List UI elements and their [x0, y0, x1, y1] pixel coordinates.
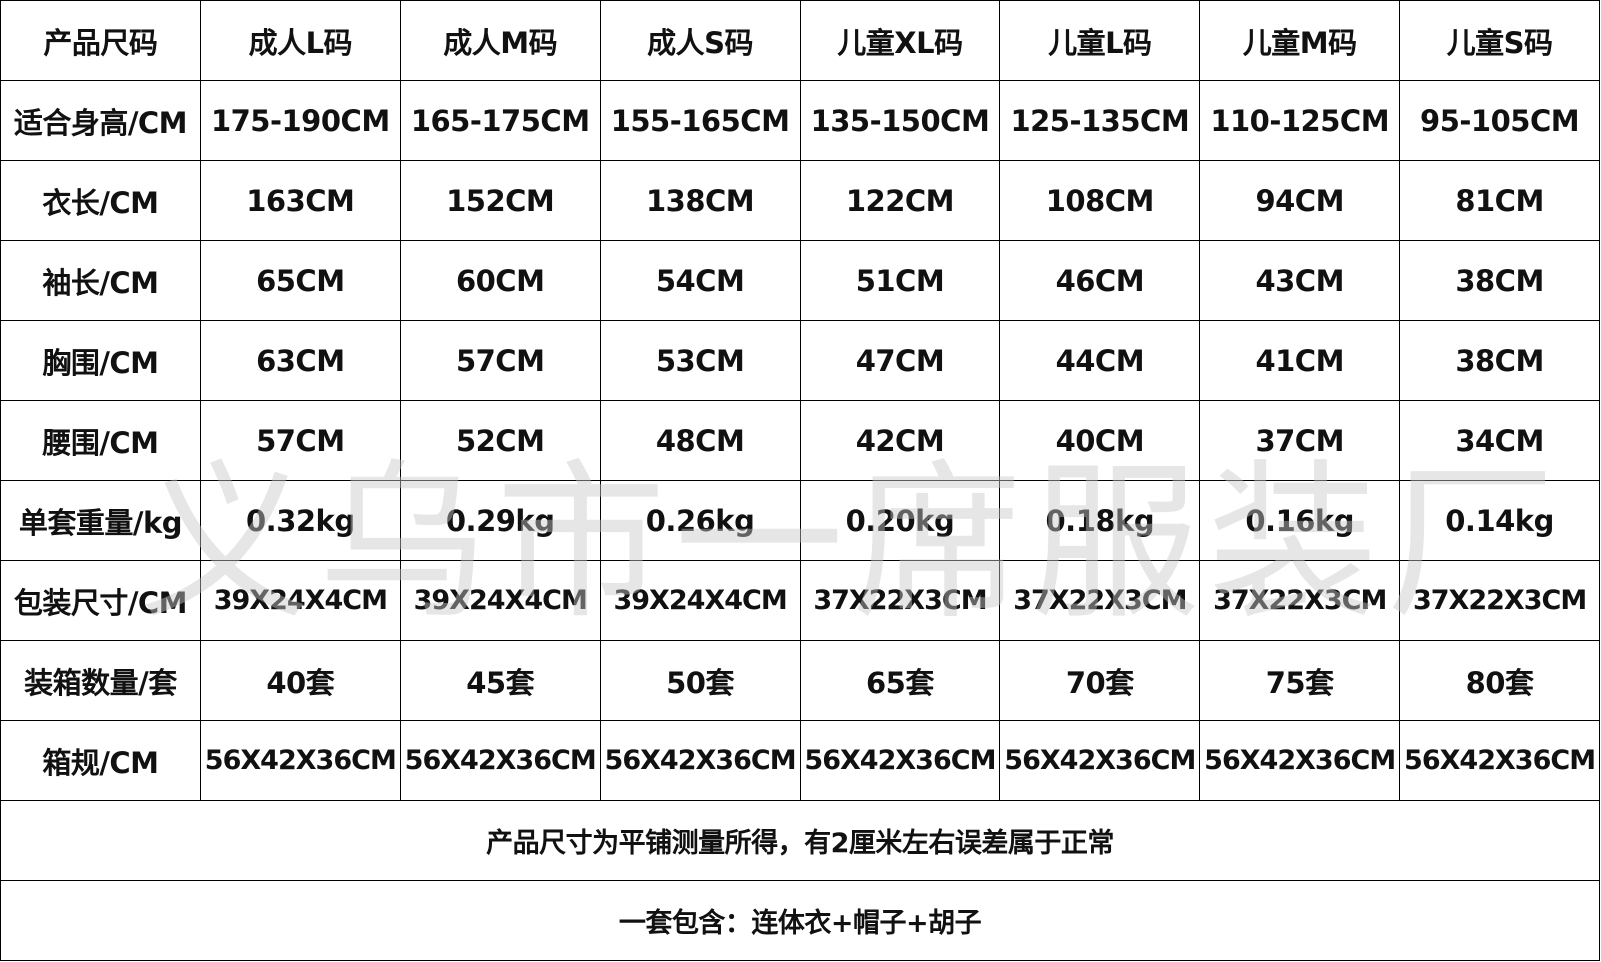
table-cell: 81CM	[1399, 160, 1600, 241]
table-cell: 0.26kg	[599, 480, 801, 561]
table-row: 单套重量/kg 0.32kg 0.29kg 0.26kg 0.20kg 0.18kg 0.1…	[0, 480, 1600, 561]
table-cell: 110-125CM	[1199, 80, 1401, 161]
table-row: 包装尺寸/CM 39X24X4CM 39X24X4CM 39X24X4CM 37X22X…	[0, 560, 1600, 641]
note-row: 产品尺寸为平铺测量所得，有2厘米左右误差属于正常	[0, 800, 1600, 881]
table-cell: 37X22X3CM	[1399, 560, 1600, 641]
table-cell: 39X24X4CM	[399, 560, 601, 641]
table-cell: 37X22X3CM	[799, 560, 1001, 641]
row-label: 腰围/CM	[0, 400, 201, 481]
table-cell: 34CM	[1399, 400, 1600, 481]
column-header: 成人S码	[599, 0, 801, 81]
table-cell: 80套	[1399, 640, 1600, 721]
table-cell: 44CM	[999, 320, 1201, 401]
table-cell: 0.29kg	[399, 480, 601, 561]
table-cell: 95-105CM	[1399, 80, 1600, 161]
table-cell: 56X42X36CM	[399, 720, 601, 801]
header-label: 产品尺码	[0, 0, 201, 81]
table-cell: 37X22X3CM	[1199, 560, 1401, 641]
table-cell: 41CM	[1199, 320, 1401, 401]
table-cell: 56X42X36CM	[799, 720, 1001, 801]
table-cell: 60CM	[399, 240, 601, 321]
table-row: 衣长/CM 163CM 152CM 138CM 122CM 108CM 94CM 81CM	[0, 160, 1600, 241]
table-cell: 56X42X36CM	[1399, 720, 1600, 801]
table-cell: 43CM	[1199, 240, 1401, 321]
table-cell: 155-165CM	[599, 80, 801, 161]
table-row: 袖长/CM 65CM 60CM 54CM 51CM 46CM 43CM 38CM	[0, 240, 1600, 321]
table-cell: 152CM	[399, 160, 601, 241]
table-cell: 138CM	[599, 160, 801, 241]
table-cell: 175-190CM	[199, 80, 401, 161]
table-cell: 38CM	[1399, 320, 1600, 401]
column-header: 成人L码	[199, 0, 401, 81]
table-row: 适合身高/CM 175-190CM 165-175CM 155-165CM 135-15…	[0, 80, 1600, 161]
table-row: 装箱数量/套 40套 45套 50套 65套 70套 75套 80套	[0, 640, 1600, 721]
table-cell: 37CM	[1199, 400, 1401, 481]
column-header: 儿童M码	[1199, 0, 1401, 81]
table-cell: 165-175CM	[399, 80, 601, 161]
note-text: 产品尺寸为平铺测量所得，有2厘米左右误差属于正常	[0, 800, 1600, 881]
table-cell: 52CM	[399, 400, 601, 481]
table-cell: 56X42X36CM	[599, 720, 801, 801]
table-cell: 47CM	[799, 320, 1001, 401]
row-label: 胸围/CM	[0, 320, 201, 401]
table-cell: 40套	[199, 640, 401, 721]
column-header: 成人M码	[399, 0, 601, 81]
table-cell: 56X42X36CM	[999, 720, 1201, 801]
row-label: 适合身高/CM	[0, 80, 201, 161]
table-cell: 48CM	[599, 400, 801, 481]
table-cell: 122CM	[799, 160, 1001, 241]
table-cell: 39X24X4CM	[199, 560, 401, 641]
table-cell: 38CM	[1399, 240, 1600, 321]
table-cell: 40CM	[999, 400, 1201, 481]
table-cell: 94CM	[1199, 160, 1401, 241]
column-header: 儿童S码	[1399, 0, 1600, 81]
table-cell: 54CM	[599, 240, 801, 321]
note-row: 一套包含：连体衣+帽子+胡子	[0, 880, 1600, 961]
table-cell: 163CM	[199, 160, 401, 241]
row-label: 包装尺寸/CM	[0, 560, 201, 641]
row-label: 袖长/CM	[0, 240, 201, 321]
table-cell: 65套	[799, 640, 1001, 721]
table-cell: 70套	[999, 640, 1201, 721]
table-cell: 45套	[399, 640, 601, 721]
row-label: 箱规/CM	[0, 720, 201, 801]
table-cell: 46CM	[999, 240, 1201, 321]
note-text: 一套包含：连体衣+帽子+胡子	[0, 880, 1600, 961]
table-cell: 125-135CM	[999, 80, 1201, 161]
table-cell: 65CM	[199, 240, 401, 321]
table-cell: 57CM	[399, 320, 601, 401]
table-cell: 0.14kg	[1399, 480, 1600, 561]
table-cell: 108CM	[999, 160, 1201, 241]
table-cell: 57CM	[199, 400, 401, 481]
table-cell: 56X42X36CM	[1199, 720, 1401, 801]
table-cell: 39X24X4CM	[599, 560, 801, 641]
table-row: 胸围/CM 63CM 57CM 53CM 47CM 44CM 41CM 38CM	[0, 320, 1600, 401]
row-label: 单套重量/kg	[0, 480, 201, 561]
table-cell: 37X22X3CM	[999, 560, 1201, 641]
table-cell: 56X42X36CM	[199, 720, 401, 801]
table-cell: 53CM	[599, 320, 801, 401]
table-cell: 50套	[599, 640, 801, 721]
table-cell: 63CM	[199, 320, 401, 401]
row-label: 衣长/CM	[0, 160, 201, 241]
table-cell: 0.20kg	[799, 480, 1001, 561]
column-header: 儿童XL码	[799, 0, 1001, 81]
table-row: 箱规/CM 56X42X36CM 56X42X36CM 56X42X36CM 56X42…	[0, 720, 1600, 801]
table-cell: 0.16kg	[1199, 480, 1401, 561]
table-cell: 75套	[1199, 640, 1401, 721]
column-header: 儿童L码	[999, 0, 1201, 81]
table-cell: 42CM	[799, 400, 1001, 481]
table-cell: 135-150CM	[799, 80, 1001, 161]
table-cell: 0.18kg	[999, 480, 1201, 561]
table-row: 腰围/CM 57CM 52CM 48CM 42CM 40CM 37CM 34CM	[0, 400, 1600, 481]
row-label: 装箱数量/套	[0, 640, 201, 721]
header-row: 产品尺码 成人L码 成人M码 成人S码 儿童XL码 儿童L码 儿童M码 儿童S码	[0, 0, 1600, 81]
table-cell: 51CM	[799, 240, 1001, 321]
table-cell: 0.32kg	[199, 480, 401, 561]
